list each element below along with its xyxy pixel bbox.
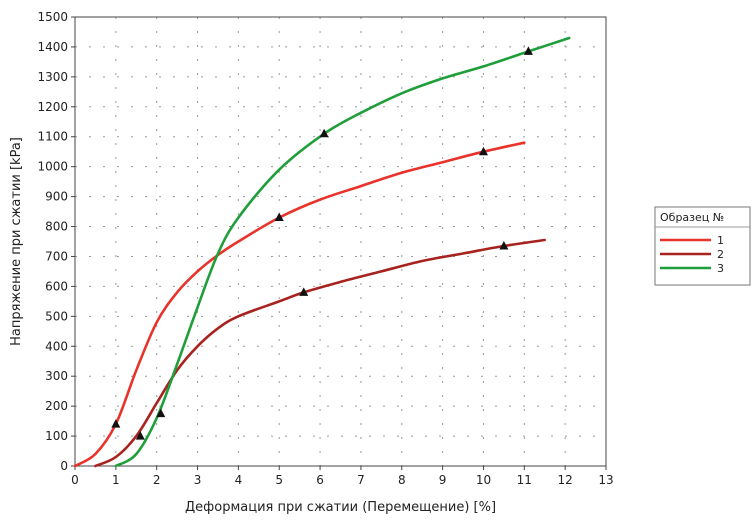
legend: Образец № 123 [654,206,751,286]
y-tick-label: 500 [45,309,68,323]
legend-items: 123 [660,234,724,275]
series-3-marker [523,46,533,55]
x-tick-label: 8 [398,473,406,487]
x-tick-label: 11 [517,473,532,487]
x-tick-label: 5 [275,473,283,487]
y-tick-label: 300 [45,369,68,383]
series-1-marker [478,146,488,156]
legend-label-3: 3 [717,262,724,275]
x-tick-label: 4 [235,473,243,487]
y-tick-label: 1200 [37,100,68,114]
legend-label-2: 2 [717,248,724,261]
series-layer [73,36,571,468]
y-tick-label: 1400 [37,40,68,54]
y-tick-label: 100 [45,429,68,443]
x-tick-label: 1 [112,473,120,487]
series-line-2 [94,238,546,468]
series-2-marker [299,287,309,296]
x-tick-label: 13 [598,473,613,487]
y-tick-label: 0 [60,459,68,473]
x-tick-label: 10 [476,473,491,487]
legend-box [654,206,751,286]
x-tick-label: 3 [194,473,202,487]
legend-title: Образец № [660,211,724,224]
x-tick-label: 2 [153,473,161,487]
x-tick-label: 12 [558,473,573,487]
x-tick-label: 7 [357,473,365,487]
series-3-marker [319,128,329,138]
series-line-1 [73,141,526,468]
y-tick-label: 200 [45,399,68,413]
y-tick-label: 800 [45,220,68,234]
series-1-marker [111,419,121,428]
y-tick-label: 1500 [37,10,68,24]
y-tick-label: 400 [45,339,68,353]
y-tick-label: 700 [45,249,68,263]
series-2-marker [135,431,145,440]
y-tick-label: 1100 [37,130,68,144]
x-tick-label: 6 [316,473,324,487]
series-2-marker [499,240,509,250]
plot-frame [74,16,607,467]
x-axis-ticks: 0 1 2 3 4 5 6 7 8 9 10 11 12 13 [71,466,614,487]
x-tick-label: 9 [439,473,447,487]
y-tick-label: 1300 [37,70,68,84]
y-axis-title: Напряжение при сжатии [kPa] [9,137,24,346]
x-axis-title: Деформация при сжатии (Перемещение) [%] [185,500,496,515]
y-axis-ticks: 0 100 200 300 400 500 600 700 800 900 1000 1100 1200… [37,10,75,473]
legend-label-1: 1 [717,234,724,247]
series-line-3 [114,36,571,468]
y-tick-label: 1000 [37,160,68,174]
y-tick-label: 600 [45,279,68,293]
x-tick-label: 0 [71,473,79,487]
y-tick-label: 900 [45,190,68,204]
series-3-marker [156,408,166,418]
series-1-marker [274,212,284,222]
